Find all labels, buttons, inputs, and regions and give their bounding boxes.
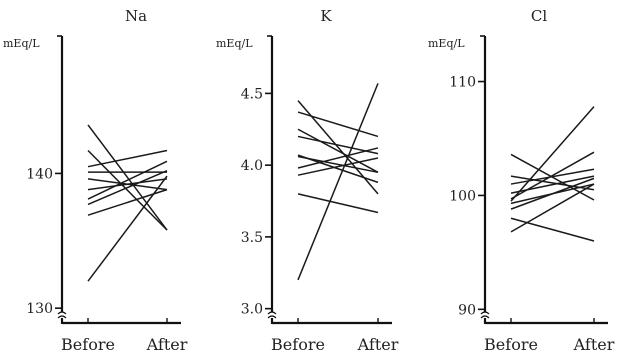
panel-title: K — [320, 7, 332, 25]
series-line-10 — [297, 83, 379, 281]
panel-title: Na — [125, 7, 147, 25]
series-line-3 — [87, 149, 168, 168]
series-line-5 — [510, 151, 595, 200]
unit-label: mEq/L — [3, 37, 40, 50]
y-tick-label: 4.0 — [241, 158, 263, 174]
y-tick-label: 3.5 — [241, 230, 263, 246]
series-line-7 — [297, 147, 379, 169]
series-line-9 — [510, 217, 595, 242]
y-tick-label: 110 — [449, 75, 476, 91]
series-line-10 — [87, 175, 168, 282]
category-before-label: Before — [271, 335, 325, 354]
axis-break-mark — [267, 311, 277, 319]
series-line-3 — [297, 128, 379, 173]
y-tick-label: 3.0 — [241, 302, 263, 318]
category-after-label: After — [146, 335, 188, 354]
axis-break-mark — [480, 311, 490, 319]
series-line-10 — [510, 183, 595, 233]
series-line-1 — [87, 124, 168, 231]
series-line-6 — [87, 178, 168, 191]
series-line-2 — [87, 150, 168, 231]
y-tick-label: 100 — [449, 188, 476, 204]
series-line-9 — [297, 193, 379, 214]
series-line-3 — [510, 168, 595, 185]
unit-label: mEq/L — [216, 37, 253, 50]
panel-cl: Cl mEq/L 90 100 110 Before After — [428, 7, 615, 354]
category-after-label: After — [573, 335, 615, 354]
y-tick-label: 90 — [458, 302, 476, 318]
panel-title: Cl — [531, 7, 547, 25]
series-line-7 — [87, 160, 168, 200]
axis-break-mark — [57, 311, 67, 319]
series-line-2 — [297, 111, 379, 138]
category-before-label: Before — [484, 335, 538, 354]
panel-na: Na mEq/L 130 140 Before After — [3, 7, 188, 354]
y-tick-label: 140 — [26, 166, 53, 182]
series-line-8 — [510, 177, 595, 210]
category-before-label: Before — [61, 335, 115, 354]
category-after-label: After — [357, 335, 399, 354]
series-line-6 — [510, 106, 595, 202]
series-line-6 — [297, 155, 379, 174]
y-tick-label: 4.5 — [241, 86, 263, 102]
series-line-8 — [87, 170, 168, 206]
y-tick-label: 130 — [26, 301, 53, 317]
series-line-8 — [297, 157, 379, 176]
unit-label: mEq/L — [428, 37, 465, 50]
